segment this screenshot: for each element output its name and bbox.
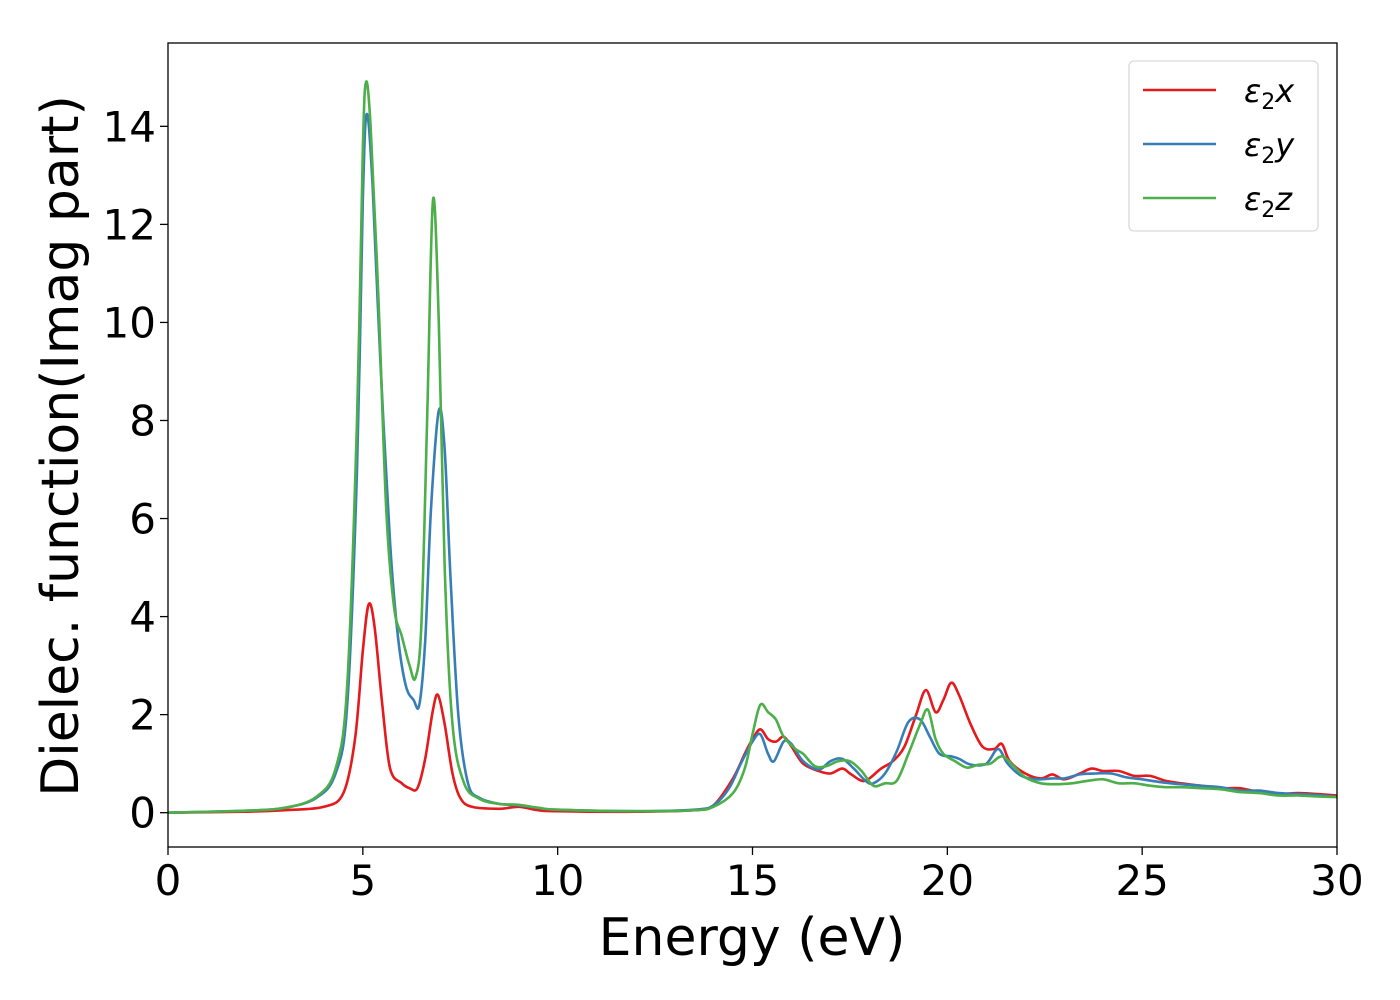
x-tick-label: 25 (1115, 856, 1168, 905)
series-layer (167, 80, 1338, 814)
x-tick-label: 15 (726, 856, 779, 905)
series-line-z (167, 80, 1338, 814)
series-line-x (167, 602, 1338, 814)
x-axis-title: Energy (eV) (599, 908, 906, 968)
y-tick-label: 14 (103, 102, 156, 151)
x-tick-label: 30 (1310, 856, 1363, 905)
y-tick-label: 8 (129, 396, 156, 445)
x-tick-label: 5 (349, 856, 376, 905)
y-tick-label: 4 (129, 593, 156, 642)
legend-box (1128, 60, 1319, 232)
x-tick-label: 20 (921, 856, 974, 905)
y-tick-label: 0 (129, 789, 156, 838)
legend-label-x: ε2x (1244, 72, 1295, 115)
y-tick-label: 12 (103, 200, 156, 249)
x-tick-label: 10 (531, 856, 584, 905)
y-tick-label: 6 (129, 495, 156, 544)
x-axis: 0 5 10 15 20 25 30 (155, 847, 1364, 905)
legend-label-z: ε2z (1244, 180, 1293, 223)
y-tick-label: 2 (129, 691, 156, 740)
y-axis: 0 2 4 6 8 10 12 14 (103, 102, 168, 838)
legend-label-y: ε2y (1244, 126, 1295, 169)
y-tick-label: 10 (103, 298, 156, 347)
y-axis-title: Dielec. function(Imag part) (31, 95, 91, 797)
legend: ε2x ε2y ε2z (1128, 60, 1319, 232)
x-tick-label: 0 (155, 856, 182, 905)
